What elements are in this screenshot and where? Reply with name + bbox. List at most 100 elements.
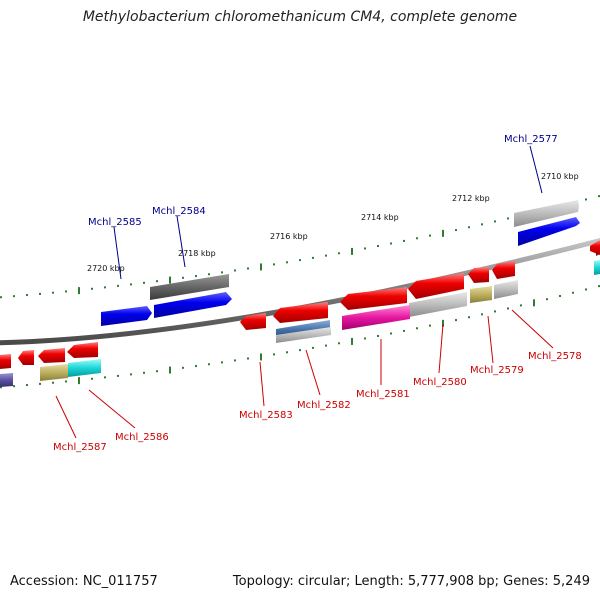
upper-row-tick xyxy=(143,281,145,284)
lower-row-tick xyxy=(481,313,483,316)
upper-row-tick xyxy=(429,234,431,237)
gene-feature-mchl-2585[interactable] xyxy=(101,306,152,326)
lower-row-tick xyxy=(260,353,262,361)
gene-feature-mchl-2578[interactable] xyxy=(492,261,515,279)
lower-row-tick xyxy=(598,285,600,288)
gene-feature-mchl-2581[interactable] xyxy=(340,287,407,310)
gene-feature-mchl-2577[interactable] xyxy=(518,217,580,246)
upper-row-tick xyxy=(377,245,379,248)
upper-row-tick xyxy=(39,292,41,295)
feature-2580-grey[interactable] xyxy=(409,292,467,317)
upper-row-tick xyxy=(65,290,67,293)
upper-row-tick xyxy=(78,287,80,295)
lower-row-tick xyxy=(416,327,418,330)
upper-row-tick xyxy=(390,242,392,245)
gene-label-mchl-2584[interactable]: Mchl_2584 xyxy=(152,206,206,217)
gene-feature-mchl-2584[interactable] xyxy=(154,292,232,318)
gene-label-mchl-2582[interactable]: Mchl_2582 xyxy=(297,400,351,411)
plus-cyan-right-edge[interactable] xyxy=(594,260,600,275)
lower-row-tick xyxy=(520,304,522,307)
accession-text: Accession: NC_011757 xyxy=(10,574,158,589)
upper-row-tick xyxy=(416,237,418,240)
upper-row-tick xyxy=(312,256,314,259)
upper-row-tick xyxy=(403,239,405,242)
lower-row-tick xyxy=(169,366,171,374)
feature-2577-grey[interactable] xyxy=(514,200,579,227)
connector-2577 xyxy=(529,145,543,194)
lower-row-tick xyxy=(91,377,93,380)
upper-row-tick xyxy=(299,259,301,262)
minus-red-small[interactable] xyxy=(18,350,34,365)
gene-label-mchl-2581[interactable]: Mchl_2581 xyxy=(356,389,410,400)
upper-row-tick xyxy=(195,275,197,278)
lower-row-tick xyxy=(468,316,470,319)
upper-row-tick xyxy=(117,284,119,287)
feature-2581-magenta[interactable] xyxy=(342,305,410,330)
lower-row-tick xyxy=(0,386,2,389)
upper-row-tick xyxy=(364,247,366,250)
upper-row-tick xyxy=(325,254,327,257)
upper-row-tick xyxy=(273,263,275,266)
label-connectors xyxy=(55,145,554,439)
lower-row-tick xyxy=(65,380,67,383)
upper-row-tick xyxy=(507,217,509,220)
upper-row-tick xyxy=(442,229,444,237)
coordinate-labels: 2720 kbp 2718 kbp 2716 kbp 2714 kbp 2712… xyxy=(87,172,579,273)
upper-row-tick xyxy=(234,269,236,272)
lower-row-tick xyxy=(546,298,548,301)
gene-labels: Mchl_2577 Mchl_2584 Mchl_2585 Mchl_2578 … xyxy=(53,134,582,453)
gene-label-mchl-2583[interactable]: Mchl_2583 xyxy=(239,410,293,421)
connector-2579 xyxy=(487,315,494,364)
upper-row-tick xyxy=(156,280,158,283)
lower-row-tick xyxy=(273,353,275,356)
gene-feature-mchl-2582[interactable] xyxy=(273,302,328,323)
lower-row-tick xyxy=(234,359,236,362)
gene-label-mchl-2585[interactable]: Mchl_2585 xyxy=(88,217,142,228)
gene-label-mchl-2587[interactable]: Mchl_2587 xyxy=(53,442,107,453)
gene-feature-mchl-2583[interactable] xyxy=(240,313,266,330)
gene-feature-mchl-2580[interactable] xyxy=(408,273,464,299)
lower-row-tick xyxy=(78,377,80,385)
gene-label-mchl-2579[interactable]: Mchl_2579 xyxy=(470,365,524,376)
upper-row-tick xyxy=(91,287,93,290)
feature-2582-grey[interactable] xyxy=(276,327,331,343)
gene-label-mchl-2577[interactable]: Mchl_2577 xyxy=(504,134,558,145)
gene-label-mchl-2586[interactable]: Mchl_2586 xyxy=(115,432,169,443)
lower-row-tick xyxy=(221,361,223,364)
connector-2586 xyxy=(88,389,136,429)
upper-row-tick xyxy=(13,295,15,298)
feature-2587-khaki[interactable] xyxy=(40,364,68,381)
gene-label-mchl-2578[interactable]: Mchl_2578 xyxy=(528,351,582,362)
plus-red-right-edge-2[interactable] xyxy=(590,240,600,255)
feature-2579-khaki[interactable] xyxy=(470,286,492,303)
lower-row-tick xyxy=(247,357,249,360)
lower-row-tick xyxy=(442,319,444,327)
feature-2586-cyan[interactable] xyxy=(68,359,101,377)
upper-row-tick xyxy=(585,198,587,201)
lower-row-tick xyxy=(156,370,158,373)
minus-slate-left-edge[interactable] xyxy=(0,373,13,387)
feature-2582-steel[interactable] xyxy=(276,320,330,337)
gene-feature-mchl-2579[interactable] xyxy=(468,267,489,283)
lower-row-tick xyxy=(455,319,457,322)
feature-2578-grey[interactable] xyxy=(494,280,518,299)
upper-row-tick xyxy=(221,271,223,274)
tick-label-2710: 2710 kbp xyxy=(541,172,579,181)
feature-2584-dark[interactable] xyxy=(150,274,229,300)
minus-red-left-edge[interactable] xyxy=(0,354,11,369)
gene-feature-mchl-2586[interactable] xyxy=(67,342,98,358)
lower-row-tick xyxy=(208,363,210,366)
lower-row-tick xyxy=(364,337,366,340)
lower-row-tick xyxy=(39,382,41,385)
gene-label-mchl-2580[interactable]: Mchl_2580 xyxy=(413,377,467,388)
upper-row-tick xyxy=(351,247,353,255)
lower-row-tick xyxy=(390,332,392,335)
upper-row-tick xyxy=(247,267,249,270)
lower-row-tick xyxy=(325,344,327,347)
gene-feature-mchl-2587[interactable] xyxy=(38,348,65,363)
lower-row-tick xyxy=(195,365,197,368)
upper-row-tick xyxy=(130,283,132,286)
lower-row-tick xyxy=(104,376,106,379)
lower-row-tick xyxy=(182,366,184,369)
